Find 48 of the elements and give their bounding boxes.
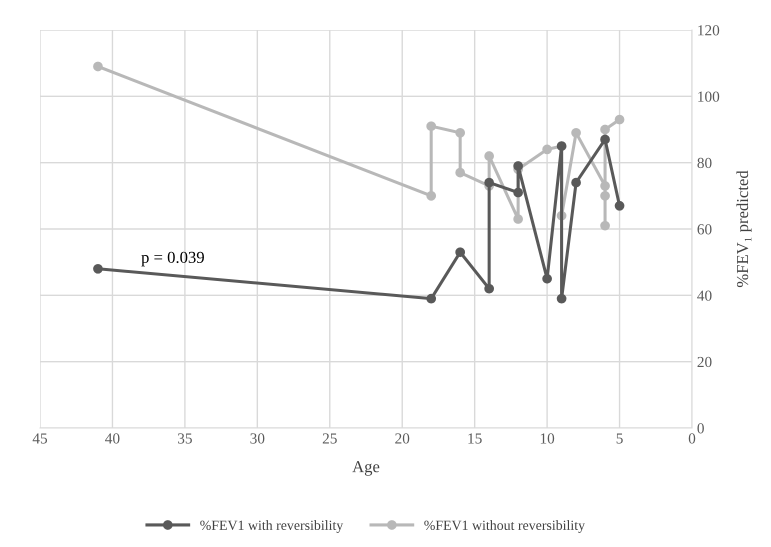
point: [455, 247, 466, 258]
point: [513, 214, 523, 224]
x-axis-title: Age: [352, 461, 380, 476]
point: [600, 181, 610, 191]
point: [93, 62, 103, 72]
point: [571, 128, 581, 138]
point: [455, 128, 466, 138]
y-tick-label: 100: [698, 91, 720, 102]
x-tick-label: 20: [395, 433, 410, 444]
x-tick-label: 45: [32, 433, 48, 444]
x-tick-label: 30: [250, 433, 264, 444]
point: [455, 168, 466, 178]
point: [600, 220, 610, 231]
x-tick-label: 0: [688, 433, 696, 444]
point: [484, 284, 494, 294]
y-tick-label: 80: [697, 158, 712, 168]
x-tick-label: 10: [540, 433, 554, 444]
annotation: p = 0.039: [141, 252, 204, 266]
point: [614, 114, 624, 124]
x-tick-label: 25: [322, 433, 337, 444]
y-tick-label: 0: [697, 423, 704, 434]
point: [600, 190, 610, 201]
point: [556, 294, 566, 304]
point: [513, 188, 523, 198]
point: [93, 264, 103, 274]
point: [614, 200, 624, 211]
x-tick-label: 35: [178, 433, 192, 444]
point: [600, 134, 610, 144]
point: [542, 274, 552, 284]
point: [426, 121, 436, 132]
point: [426, 294, 436, 304]
point: [484, 151, 494, 161]
point: [571, 178, 581, 188]
point: [426, 190, 436, 201]
y-tick-label: 60: [698, 224, 712, 234]
y-tick-label: 20: [698, 356, 712, 368]
x-tick-label: 40: [105, 433, 120, 444]
legend-label: %FEV1 with reversibility: [200, 520, 344, 533]
x-tick-label: 5: [616, 433, 623, 444]
legend-label: %FEV1 without reversibility: [424, 520, 585, 533]
point: [513, 161, 523, 171]
y-tick-label: 40: [697, 290, 712, 301]
point: [600, 124, 610, 134]
point: [484, 178, 494, 188]
y-axis-title: %FEV₁ predicted: [736, 170, 752, 288]
x-tick-label: 15: [468, 433, 482, 444]
point: [542, 144, 552, 154]
y-tick-label: 120: [698, 25, 720, 36]
